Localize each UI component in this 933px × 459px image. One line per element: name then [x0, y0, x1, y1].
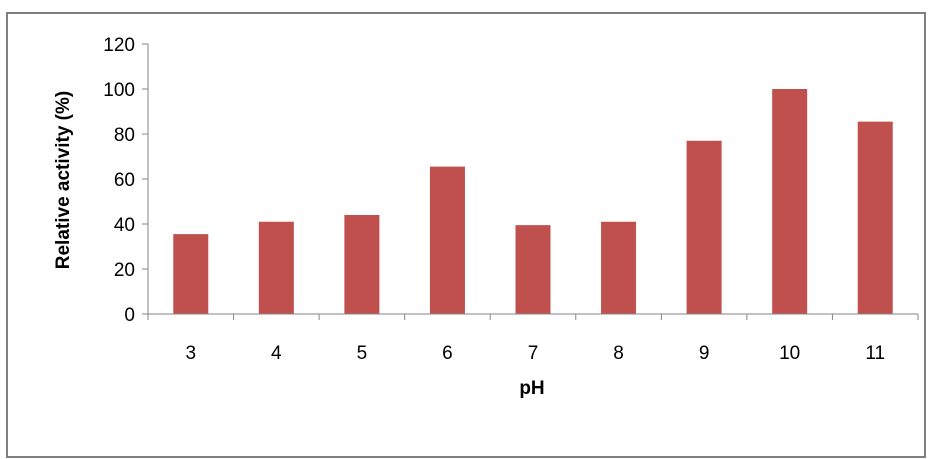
bar-11 — [857, 121, 893, 314]
bar-8 — [601, 221, 637, 314]
y-tick-label: 120 — [103, 35, 135, 56]
bar-5 — [344, 215, 380, 314]
y-tick-label: 100 — [103, 80, 135, 101]
bar-3 — [173, 234, 209, 314]
plot-area: 0 20 40 60 80 100 120 3 4 5 6 7 8 9 10 11 — [103, 35, 919, 364]
y-tick-label: 80 — [114, 125, 135, 146]
x-tick-label: 8 — [613, 343, 624, 364]
y-axis-title: Relative activity (%) — [53, 91, 74, 269]
y-tick-label: 0 — [124, 305, 135, 326]
x-tick-label: 7 — [528, 343, 539, 364]
x-tick-label: 11 — [865, 343, 885, 364]
x-tick-label: 6 — [442, 343, 453, 364]
bar-9 — [686, 140, 722, 314]
y-tick-label: 40 — [114, 215, 135, 236]
x-tick-label: 4 — [271, 343, 282, 364]
y-tick-label: 20 — [114, 260, 135, 281]
bar-10 — [772, 89, 808, 314]
x-tick-label: 5 — [357, 343, 368, 364]
bar-7 — [515, 225, 551, 314]
y-tick-label: 60 — [114, 170, 135, 191]
x-axis-title: pH — [519, 378, 544, 399]
x-tick-label: 10 — [779, 343, 800, 364]
x-tick-label: 9 — [699, 343, 710, 364]
bar-6 — [429, 166, 465, 314]
bar-4 — [258, 221, 294, 314]
x-tick-label: 3 — [185, 343, 196, 364]
